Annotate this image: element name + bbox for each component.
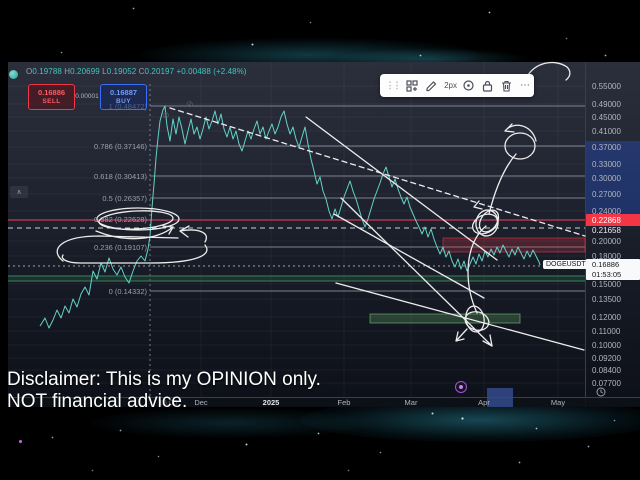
sell-button[interactable]: 0.16886 SELL: [28, 84, 75, 110]
buy-label: BUY: [116, 97, 131, 105]
time-axis-separator: [8, 397, 640, 398]
disclaimer-line1: Disclaimer: This is my OPINION only.: [7, 369, 321, 390]
price-axis-label: 0.18000: [592, 252, 621, 261]
ohlc-row: O0.19788 H0.20699 L0.19052 C0.20197 +0.0…: [26, 67, 247, 76]
price-axis-label: 0.33000: [592, 160, 621, 169]
price-axis[interactable]: 0.22868 0.16886 01:53:05 0.55000 0.49000 0…: [586, 62, 640, 397]
price-axis-label: 0.55000: [592, 82, 621, 91]
collapse-chevron-button[interactable]: ∧: [10, 186, 28, 198]
ticker-logo-icon[interactable]: [9, 70, 18, 79]
price-axis-label: 0.07700: [592, 379, 621, 388]
price-axis-label: 0.27000: [592, 190, 621, 199]
purple-marker-badge: [455, 381, 467, 393]
eye-icon-2[interactable]: ⊘: [162, 110, 170, 120]
sell-price: 0.16886: [37, 88, 66, 98]
lock-icon[interactable]: [480, 77, 495, 94]
ohlc-change: +0.00488 (+2.48%): [176, 67, 247, 76]
dot-circle-icon[interactable]: [461, 77, 476, 94]
time-axis-label: Dec: [194, 398, 208, 407]
ohlc-low-value: 0.19052: [106, 67, 137, 76]
time-axis-label: May: [550, 398, 566, 407]
ohlc-low-key: L: [102, 67, 107, 76]
fib-level-label: 0.236 (0.19107): [94, 243, 147, 252]
drawing-toolbar: ⋮⋮ 2px ⋯: [380, 74, 534, 97]
ohlc-open-key: O: [26, 67, 33, 76]
fib-level-label: 0 (0.14332): [108, 287, 147, 296]
price-axis-label: 0.37000: [592, 143, 621, 152]
price-axis-selection-band: [586, 141, 640, 225]
time-axis-label: Mar: [404, 398, 418, 407]
fib-level-label: 0.5 (0.26357): [102, 194, 147, 203]
time-axis-label: Apr: [478, 398, 490, 407]
price-axis-label: 0.08400: [592, 366, 621, 375]
price-axis-label: 0.13500: [592, 295, 621, 304]
buy-button[interactable]: 0.16887 BUY: [100, 84, 147, 110]
price-axis-label: 0.12000: [592, 313, 621, 322]
fib-level-label: 0.618 (0.30413): [94, 172, 147, 181]
ohlc-close-key: C: [138, 67, 145, 76]
chart-surface[interactable]: [8, 62, 640, 406]
time-axis-label: Feb: [337, 398, 351, 407]
sell-label: SELL: [42, 97, 61, 105]
bar-countdown: 01:53:05: [592, 269, 622, 279]
price-axis-label: 0.21658: [592, 226, 621, 235]
time-axis-label: 2025: [262, 398, 280, 407]
fib-level-label: 0.786 (0.37146): [94, 142, 147, 151]
symbol-tag: DOGEUSDT: [543, 260, 589, 269]
drag-handle-icon[interactable]: ⋮⋮: [385, 80, 402, 90]
red-price-tag: 0.22868: [586, 214, 640, 226]
current-price-value: 0.16886: [592, 260, 620, 269]
disclaimer-text: Disclaimer: This is my OPINION only. NOT…: [7, 369, 321, 413]
ohlc-high-key: H: [64, 67, 71, 76]
price-axis-label: 0.15000: [592, 280, 621, 289]
price-axis-label: 0.24000: [592, 207, 621, 216]
time-axis-highlight: [487, 388, 513, 407]
time-axis-label: 16:00: [158, 398, 178, 407]
ohlc-open-value: 0.19788: [32, 67, 62, 76]
line-width-label: 2px: [444, 81, 457, 90]
trash-icon[interactable]: [499, 77, 514, 94]
pencil-icon[interactable]: [423, 77, 438, 94]
disclaimer-line2: NOT financial advice.: [7, 391, 188, 412]
price-axis-label: 0.11000: [592, 327, 621, 336]
fib-level-label: 0.382 (0.22628): [94, 215, 147, 224]
price-axis-label: 0.41000: [592, 127, 621, 136]
price-axis-label: 0.45000: [592, 113, 621, 122]
more-options-button[interactable]: ⋯: [520, 80, 531, 91]
stars: [0, 0, 1, 1]
line-width-button[interactable]: 2px: [442, 77, 457, 94]
template-grid-icon[interactable]: [404, 77, 419, 94]
ohlc-close-value: 0.20197: [144, 67, 175, 76]
spread-value: 0.00001: [75, 93, 99, 100]
price-axis-label: 0.09200: [592, 354, 621, 363]
clock-icon[interactable]: [596, 384, 606, 402]
price-axis-label: 0.49000: [592, 100, 621, 109]
price-axis-label: 0.10000: [592, 341, 621, 350]
price-axis-label: 0.30000: [592, 174, 621, 183]
buy-price: 0.16887: [109, 88, 138, 98]
current-price-tag: 0.16886 01:53:05: [586, 259, 640, 280]
price-axis-label: 0.20000: [592, 237, 621, 246]
eye-icon[interactable]: ⊘: [186, 99, 194, 109]
ohlc-high-value: 0.20699: [70, 67, 100, 76]
